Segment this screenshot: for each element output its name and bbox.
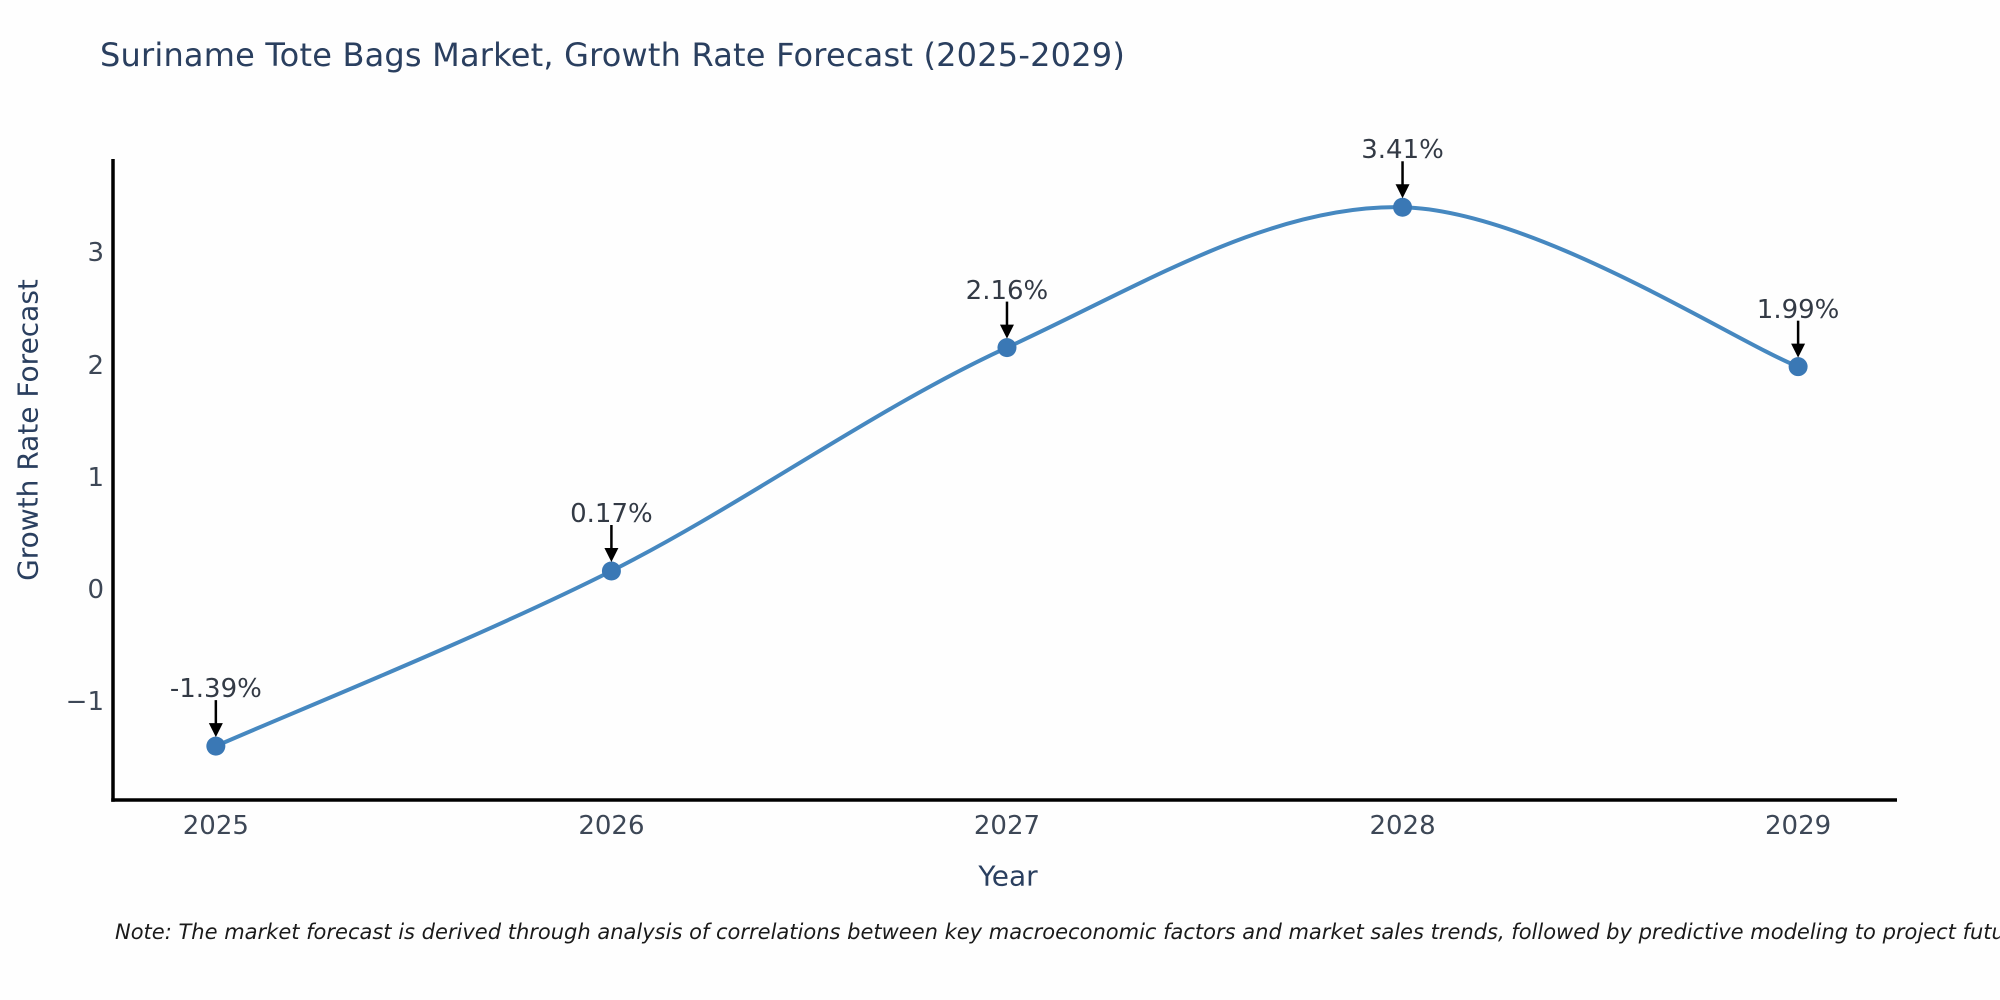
annotation-arrowhead — [604, 547, 619, 562]
annotation-arrowhead — [999, 324, 1014, 339]
x-tick-label: 2026 — [578, 811, 645, 841]
annotation-arrowhead — [208, 723, 223, 738]
y-tick-label: 1 — [87, 462, 104, 493]
point-annotation: 0.17% — [570, 498, 653, 529]
point-annotation: 2.16% — [965, 275, 1049, 306]
x-tick-label: 2028 — [1369, 811, 1436, 841]
y-tick-label: 3 — [87, 238, 104, 269]
point-annotation: 3.41% — [1361, 135, 1444, 166]
x-tick-label: 2027 — [973, 811, 1041, 841]
y-axis-title: Growth Rate Forecast — [11, 279, 45, 581]
x-axis-title: Year — [978, 859, 1038, 893]
chart-title: Suriname Tote Bags Market, Growth Rate F… — [100, 36, 1126, 74]
point-annotation: -1.39% — [169, 674, 262, 705]
annotation-arrowhead — [1395, 184, 1410, 199]
data-point-marker — [1393, 197, 1413, 217]
y-tick-label: 0 — [87, 575, 104, 606]
y-tick-label: 2 — [87, 350, 104, 381]
footnote: Note: The market forecast is derived thr… — [115, 920, 2000, 944]
data-point-marker — [601, 561, 621, 581]
annotation-arrowhead — [1791, 343, 1806, 358]
y-tick-label: −1 — [65, 687, 104, 718]
x-tick-label: 2029 — [1765, 811, 1832, 841]
x-tick-label: 2025 — [182, 811, 249, 841]
data-point-marker — [997, 338, 1017, 358]
data-point-marker — [206, 736, 226, 756]
point-annotation: 1.99% — [1756, 294, 1840, 325]
data-point-marker — [1788, 357, 1808, 377]
